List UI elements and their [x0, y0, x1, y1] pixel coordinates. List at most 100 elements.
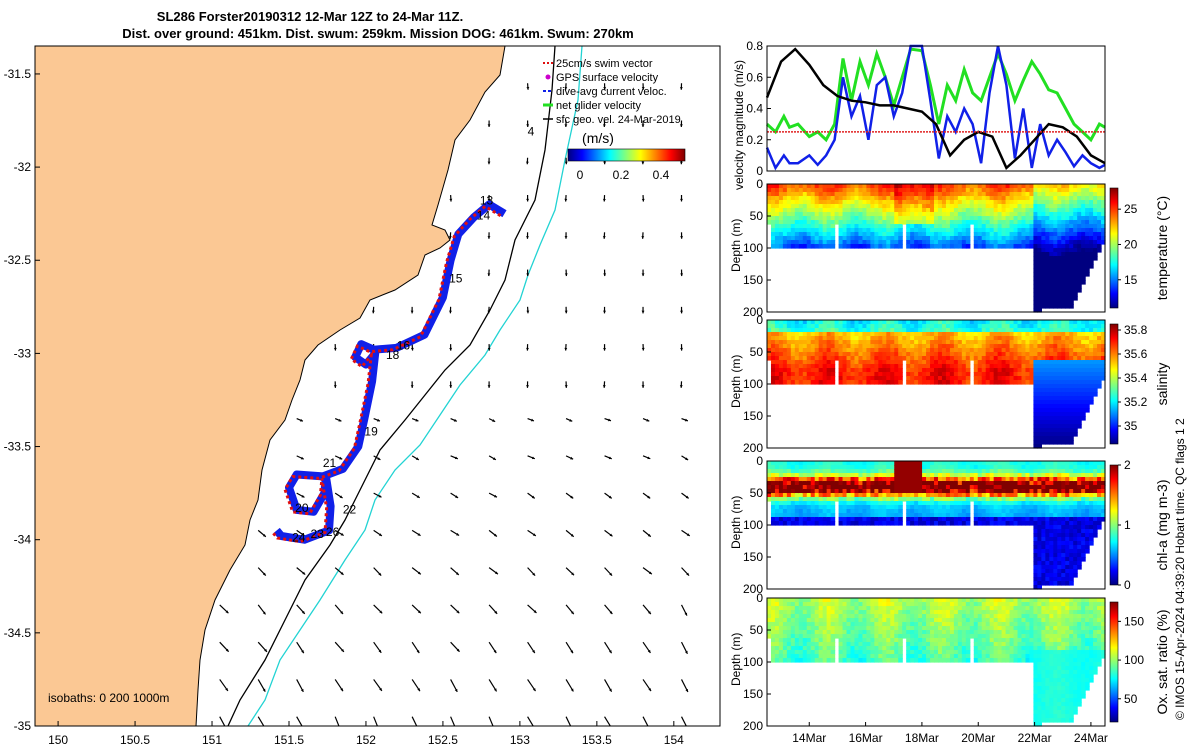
colorbar-tick-label: 50: [1124, 692, 1138, 706]
velocity-ytick-label: 0: [756, 164, 763, 178]
velocity-arrowhead: [609, 611, 613, 615]
velocity-arrowhead: [262, 572, 266, 576]
colorbar-tick-label: 35.8: [1124, 323, 1148, 337]
velocity-arrowhead: [300, 688, 304, 692]
velocity-arrowhead: [647, 533, 651, 537]
depth-tick-label: 100: [743, 518, 763, 532]
velocity-arrowhead: [378, 533, 382, 536]
velocity-arrowhead: [533, 727, 536, 730]
time-axis: 14Mar 16Mar 18Mar 20Mar 22Mar 24Mar: [792, 722, 1108, 745]
velocity-arrowhead: [564, 198, 568, 202]
velocity-arrowhead: [487, 347, 491, 351]
oxygen-colorbar: [1109, 601, 1119, 723]
velocity-series-dive_avg: [765, 44, 1106, 171]
velocity-arrowhead: [416, 495, 420, 498]
velocity-arrowhead: [608, 418, 611, 422]
velocity-arrowhead: [302, 727, 305, 730]
velocity-arrowhead: [492, 419, 496, 422]
velocity-ytick-label: 0.2: [746, 133, 763, 147]
depth-tick-label: 100: [743, 241, 763, 255]
temperature-colorbar-label: temperature (°C): [1154, 196, 1170, 300]
velocity-arrowhead: [564, 347, 568, 351]
velocity-arrowhead: [641, 161, 645, 165]
footer-vertical: © IMOS 15-Apr-2024 04:39:20 Hobart time.…: [1173, 418, 1187, 720]
coastline-land: [35, 46, 506, 726]
velocity-arrowhead: [449, 347, 453, 351]
legend-sfc-geo: sfc geo. vel. 24-Mar-2019: [556, 114, 681, 126]
velocity-arrowhead: [564, 161, 568, 165]
velocity-arrowhead: [340, 532, 344, 536]
depth-tick-label: 150: [743, 273, 763, 287]
velocity-arrowhead: [487, 310, 491, 314]
velocity-arrowhead: [302, 571, 306, 575]
velocity-arrowhead: [264, 648, 267, 652]
velocity-arrowhead: [455, 572, 459, 575]
map-ytick-label: -32: [14, 160, 32, 174]
velocity-arrowhead: [570, 727, 573, 730]
velocity-arrowhead: [647, 649, 651, 653]
velocity-arrowhead: [525, 161, 529, 165]
velocity-arrowhead: [608, 456, 612, 460]
velocity-arrow: [565, 716, 572, 726]
time-tick-label: 18Mar: [905, 731, 939, 745]
velocity-arrowhead: [609, 572, 613, 576]
glider-track: [271, 200, 507, 544]
velocity-arrowhead: [299, 418, 303, 422]
velocity-arrowhead: [493, 728, 496, 731]
velocity-arrowhead: [685, 495, 689, 499]
velocity-arrowhead: [415, 418, 419, 422]
velocity-arrowhead: [417, 688, 420, 692]
velocity-arrowhead: [416, 650, 420, 654]
velocity-arrowhead: [526, 87, 530, 90]
velocity-arrowhead: [570, 611, 574, 615]
velocity-arrowhead: [526, 198, 530, 202]
velocity-arrow: [527, 716, 534, 726]
velocity-arrowhead: [532, 533, 536, 536]
depth-tick-label: 50: [750, 345, 764, 359]
velocity-arrowhead: [379, 610, 383, 614]
velocity-arrowhead: [333, 385, 337, 388]
velocity-arrowhead: [449, 198, 453, 202]
velocity-arrowhead: [680, 198, 683, 202]
velocity-arrowhead: [494, 571, 498, 575]
velocity-arrowhead: [494, 610, 498, 614]
day-label: 24: [292, 531, 306, 545]
velocity-arrowhead: [685, 689, 689, 693]
depth-tick-label: 150: [743, 550, 763, 564]
velocity-arrowhead: [570, 456, 574, 460]
velocity-arrowhead: [487, 273, 491, 277]
velocity-arrowhead: [680, 273, 684, 277]
velocity-arrowhead: [646, 418, 650, 422]
colorbar-tick-label: 0: [1124, 578, 1131, 592]
velocity-arrowhead: [680, 236, 684, 239]
velocity-arrowhead: [532, 650, 535, 654]
map-xtick-label: 150.5: [120, 733, 150, 747]
velocity-arrowhead: [487, 161, 491, 165]
velocity-arrow: [411, 716, 418, 726]
velocity-arrowhead: [526, 273, 530, 277]
velocity-arrowhead: [564, 310, 568, 314]
colorbar-tick-label: 2: [1124, 458, 1131, 472]
velocity-arrowhead: [686, 533, 690, 536]
day-label: 26: [326, 525, 340, 539]
velocity-arrowhead: [493, 650, 497, 654]
colorbar-tick-label: 150: [1124, 614, 1144, 628]
colorbar-tick-label: 1: [1124, 518, 1131, 532]
velocity-arrowhead: [684, 612, 688, 616]
velocity-arrowhead: [686, 572, 690, 576]
velocity-arrowhead: [301, 650, 304, 654]
map-colorbar-label: (m/s): [582, 130, 614, 146]
velocity-arrowhead: [338, 418, 342, 422]
title-line1: SL286 Forster20190312 12-Mar 12Z to 24-M…: [157, 9, 463, 24]
velocity-ytick-label: 0.4: [746, 102, 763, 116]
map-ytick-label: -35: [14, 719, 32, 733]
velocity-arrowhead: [569, 418, 573, 422]
velocity-arrowhead: [526, 124, 530, 128]
velocity-arrowhead: [526, 385, 529, 388]
depth-tick-label: 0: [756, 454, 763, 468]
map-ytick-label: -33.5: [4, 440, 32, 454]
velocity-arrow: [642, 716, 649, 726]
